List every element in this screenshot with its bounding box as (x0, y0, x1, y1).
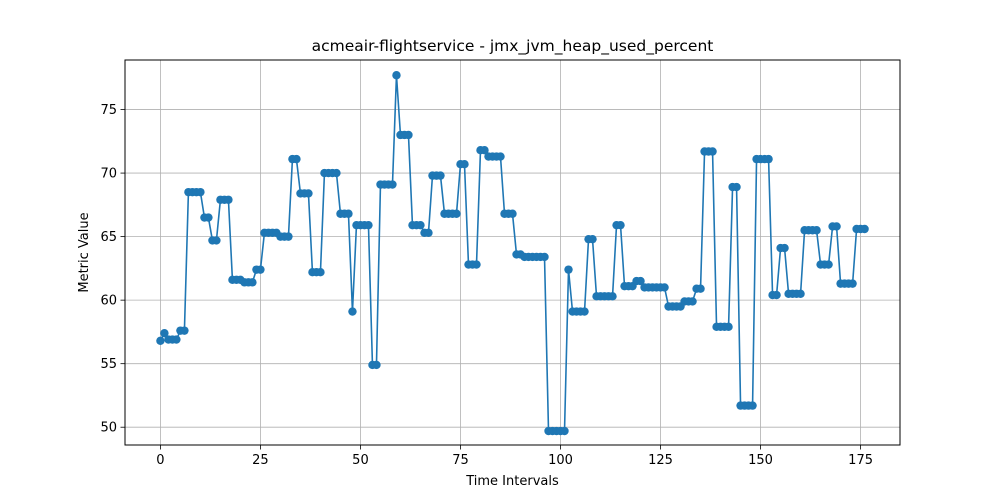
data-point (292, 154, 301, 164)
data-point (472, 260, 481, 269)
data-point (780, 243, 789, 253)
data-point (796, 289, 805, 298)
data-point (696, 284, 705, 293)
data-point (460, 159, 469, 169)
y-tick-label: 55 (100, 357, 117, 372)
data-point (156, 336, 165, 346)
data-point (540, 252, 549, 262)
data-point (832, 222, 841, 231)
data-point (824, 260, 833, 269)
data-point (364, 220, 373, 230)
data-point (404, 130, 413, 140)
x-axis-label: Time Intervals (465, 474, 559, 489)
data-point (304, 189, 313, 198)
x-tick-label: 50 (352, 453, 369, 468)
data-point (180, 326, 189, 335)
data-point (344, 209, 353, 218)
data-point (724, 322, 733, 332)
x-tick-label: 150 (748, 453, 773, 468)
data-point (748, 401, 757, 410)
data-point (256, 265, 265, 274)
data-point (424, 228, 433, 238)
x-tick-label: 175 (848, 453, 873, 468)
y-tick-label: 60 (100, 294, 117, 309)
x-tick-label: 125 (648, 453, 673, 468)
data-point (636, 276, 645, 286)
data-point (812, 226, 821, 235)
data-point (416, 220, 425, 230)
data-point (392, 71, 401, 80)
data-point (496, 152, 505, 161)
y-tick-label: 70 (100, 167, 117, 182)
data-point (316, 267, 325, 277)
data-point (560, 426, 569, 436)
data-point (196, 187, 205, 197)
x-tick-label: 75 (452, 453, 469, 468)
y-tick-label: 50 (100, 421, 117, 436)
data-point (508, 209, 517, 218)
y-tick-label: 75 (100, 103, 117, 118)
data-point (732, 182, 741, 192)
data-point (172, 335, 181, 344)
data-point (480, 146, 489, 155)
y-axis-label: Metric Value (77, 212, 92, 292)
data-point (160, 328, 169, 338)
y-tick-label: 65 (100, 230, 117, 245)
data-point (772, 290, 781, 300)
x-tick-label: 25 (252, 453, 269, 468)
data-point (452, 209, 461, 218)
data-point (660, 283, 669, 292)
data-point (248, 278, 257, 287)
x-tick-label: 0 (156, 453, 164, 468)
axes-frame (124, 59, 901, 446)
data-point (204, 213, 213, 222)
data-point (848, 279, 857, 288)
data-point (436, 171, 445, 180)
data-point (212, 236, 221, 245)
data-point (332, 168, 341, 178)
series-layer (156, 71, 869, 436)
data-point (580, 307, 589, 316)
data-point (224, 195, 233, 204)
x-axis-ticks: 0 25 50 75 100 125 150 175 (156, 445, 873, 468)
data-point (284, 232, 293, 241)
data-point (708, 147, 717, 156)
y-axis-ticks: 50 55 60 65 70 75 (100, 103, 125, 436)
data-point (688, 297, 697, 306)
data-point (588, 234, 597, 244)
data-point (860, 224, 869, 234)
data-point (616, 220, 625, 230)
data-point (372, 360, 381, 370)
x-tick-label: 100 (548, 453, 573, 468)
data-point (388, 180, 397, 189)
data-point (764, 154, 773, 164)
chart-title: acmeair-flightservice - jmx_jvm_heap_use… (312, 37, 714, 56)
data-point (348, 307, 357, 316)
grid-layer (125, 60, 900, 445)
data-point (608, 292, 617, 301)
data-point (564, 265, 573, 274)
